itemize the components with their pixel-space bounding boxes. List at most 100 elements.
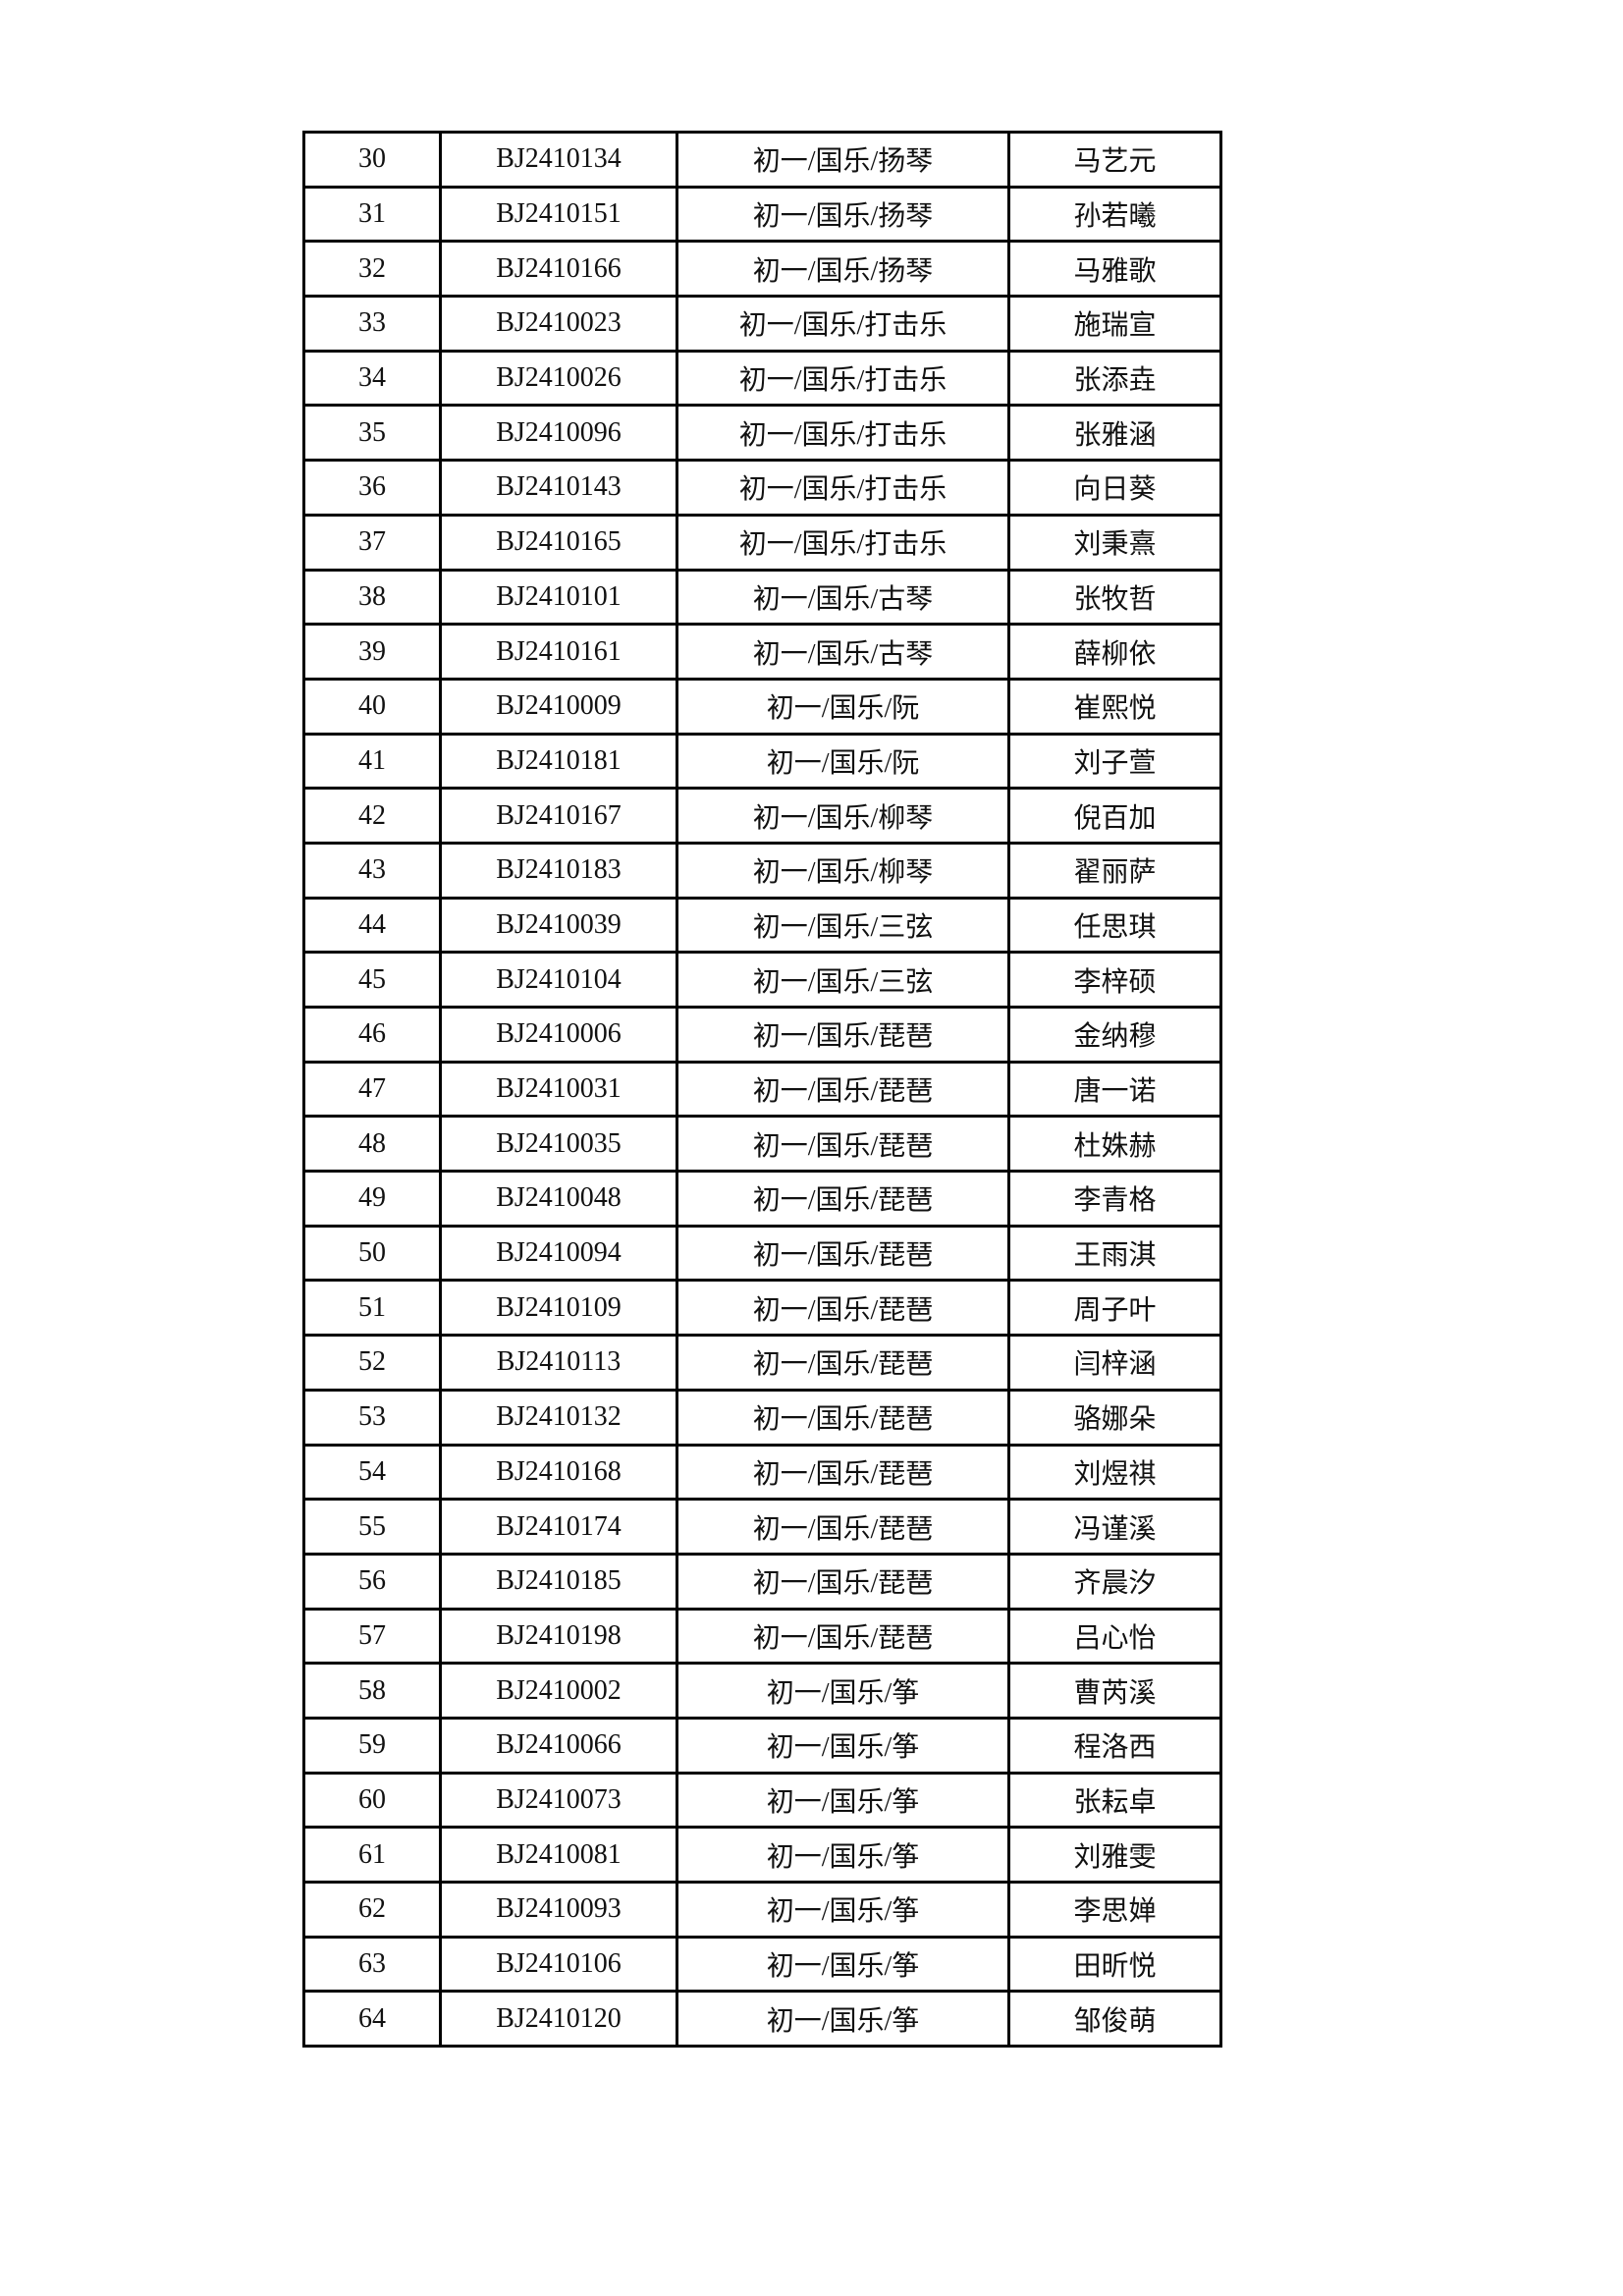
table-row: 45 BJ2410104 初一/国乐/三弦 李梓硕 — [302, 951, 1222, 1009]
student-id-cell: BJ2410151 — [439, 185, 678, 244]
row-number-cell: 54 — [302, 1443, 442, 1502]
table-row: 38 BJ2410101 初一/国乐/古琴 张牧哲 — [302, 568, 1222, 627]
student-id-cell: BJ2410120 — [439, 1990, 678, 2049]
category-cell: 初一/国乐/琵琶 — [676, 1060, 1010, 1119]
row-number-cell: 58 — [302, 1662, 442, 1720]
table-row: 34 BJ2410026 初一/国乐/打击乐 张添垚 — [302, 349, 1222, 408]
table-row: 64 BJ2410120 初一/国乐/筝 邹俊萌 — [302, 1990, 1222, 2049]
row-number-cell: 49 — [302, 1170, 442, 1228]
table-row: 52 BJ2410113 初一/国乐/琵琶 闫梓涵 — [302, 1334, 1222, 1392]
row-number-cell: 55 — [302, 1498, 442, 1556]
table-row: 50 BJ2410094 初一/国乐/琵琶 王雨淇 — [302, 1224, 1222, 1283]
table-row: 39 BJ2410161 初一/国乐/古琴 薛柳依 — [302, 623, 1222, 681]
table-row: 44 BJ2410039 初一/国乐/三弦 任思琪 — [302, 896, 1222, 955]
table-row: 59 BJ2410066 初一/国乐/筝 程洛西 — [302, 1716, 1222, 1775]
row-number-cell: 35 — [302, 404, 442, 463]
student-name-cell: 翟丽萨 — [1007, 841, 1222, 900]
student-id-cell: BJ2410183 — [439, 841, 678, 900]
student-name-cell: 邹俊萌 — [1007, 1990, 1222, 2049]
student-id-cell: BJ2410113 — [439, 1334, 678, 1392]
student-id-cell: BJ2410081 — [439, 1826, 678, 1884]
table-row: 61 BJ2410081 初一/国乐/筝 刘雅雯 — [302, 1826, 1222, 1884]
category-cell: 初一/国乐/打击乐 — [676, 404, 1010, 463]
student-id-cell: BJ2410174 — [439, 1498, 678, 1556]
student-name-cell: 刘雅雯 — [1007, 1826, 1222, 1884]
student-name-cell: 张耘卓 — [1007, 1771, 1222, 1830]
category-cell: 初一/国乐/琵琶 — [676, 1170, 1010, 1228]
student-name-cell: 刘煜祺 — [1007, 1443, 1222, 1502]
table-row: 60 BJ2410073 初一/国乐/筝 张耘卓 — [302, 1771, 1222, 1830]
student-id-cell: BJ2410031 — [439, 1060, 678, 1119]
table-row: 36 BJ2410143 初一/国乐/打击乐 向日葵 — [302, 459, 1222, 517]
table-row: 53 BJ2410132 初一/国乐/琵琶 骆娜朵 — [302, 1388, 1222, 1447]
student-name-cell: 田昕悦 — [1007, 1935, 1222, 1994]
student-name-cell: 施瑞宣 — [1007, 295, 1222, 353]
row-number-cell: 38 — [302, 568, 442, 627]
student-id-cell: BJ2410165 — [439, 513, 678, 572]
student-name-cell: 马雅歌 — [1007, 240, 1222, 299]
student-id-cell: BJ2410048 — [439, 1170, 678, 1228]
row-number-cell: 30 — [302, 131, 442, 189]
table-row: 47 BJ2410031 初一/国乐/琵琶 唐一诺 — [302, 1060, 1222, 1119]
student-name-cell: 冯谨溪 — [1007, 1498, 1222, 1556]
category-cell: 初一/国乐/扬琴 — [676, 240, 1010, 299]
category-cell: 初一/国乐/琵琶 — [676, 1607, 1010, 1666]
student-name-cell: 薛柳依 — [1007, 623, 1222, 681]
student-name-cell: 闫梓涵 — [1007, 1334, 1222, 1392]
table-row: 41 BJ2410181 初一/国乐/阮 刘子萱 — [302, 732, 1222, 791]
category-cell: 初一/国乐/打击乐 — [676, 459, 1010, 517]
table-row: 62 BJ2410093 初一/国乐/筝 李思婵 — [302, 1881, 1222, 1939]
row-number-cell: 62 — [302, 1881, 442, 1939]
category-cell: 初一/国乐/琵琶 — [676, 1279, 1010, 1338]
category-cell: 初一/国乐/琵琶 — [676, 1334, 1010, 1392]
category-cell: 初一/国乐/筝 — [676, 1771, 1010, 1830]
row-number-cell: 47 — [302, 1060, 442, 1119]
category-cell: 初一/国乐/筝 — [676, 1935, 1010, 1994]
row-number-cell: 53 — [302, 1388, 442, 1447]
row-number-cell: 42 — [302, 787, 442, 845]
student-name-cell: 张雅涵 — [1007, 404, 1222, 463]
row-number-cell: 40 — [302, 677, 442, 736]
table-row: 30 BJ2410134 初一/国乐/扬琴 马艺元 — [302, 131, 1222, 189]
category-cell: 初一/国乐/阮 — [676, 732, 1010, 791]
category-cell: 初一/国乐/三弦 — [676, 951, 1010, 1009]
row-number-cell: 45 — [302, 951, 442, 1009]
table-row: 33 BJ2410023 初一/国乐/打击乐 施瑞宣 — [302, 295, 1222, 353]
student-id-cell: BJ2410161 — [439, 623, 678, 681]
student-id-cell: BJ2410166 — [439, 240, 678, 299]
category-cell: 初一/国乐/柳琴 — [676, 787, 1010, 845]
student-id-cell: BJ2410073 — [439, 1771, 678, 1830]
table-row: 40 BJ2410009 初一/国乐/阮 崔熙悦 — [302, 677, 1222, 736]
student-id-cell: BJ2410009 — [439, 677, 678, 736]
category-cell: 初一/国乐/琵琶 — [676, 1552, 1010, 1611]
row-number-cell: 64 — [302, 1990, 442, 2049]
student-id-cell: BJ2410185 — [439, 1552, 678, 1611]
student-name-cell: 崔熙悦 — [1007, 677, 1222, 736]
row-number-cell: 34 — [302, 349, 442, 408]
student-id-cell: BJ2410023 — [439, 295, 678, 353]
student-name-cell: 孙若曦 — [1007, 185, 1222, 244]
category-cell: 初一/国乐/琵琶 — [676, 1443, 1010, 1502]
table-row: 63 BJ2410106 初一/国乐/筝 田昕悦 — [302, 1935, 1222, 1994]
student-name-cell: 张牧哲 — [1007, 568, 1222, 627]
table-row: 43 BJ2410183 初一/国乐/柳琴 翟丽萨 — [302, 841, 1222, 900]
category-cell: 初一/国乐/琵琶 — [676, 1498, 1010, 1556]
category-cell: 初一/国乐/阮 — [676, 677, 1010, 736]
row-number-cell: 41 — [302, 732, 442, 791]
student-name-cell: 李青格 — [1007, 1170, 1222, 1228]
row-number-cell: 59 — [302, 1716, 442, 1775]
category-cell: 初一/国乐/筝 — [676, 1990, 1010, 2049]
category-cell: 初一/国乐/柳琴 — [676, 841, 1010, 900]
row-number-cell: 63 — [302, 1935, 442, 1994]
category-cell: 初一/国乐/打击乐 — [676, 349, 1010, 408]
table-row: 55 BJ2410174 初一/国乐/琵琶 冯谨溪 — [302, 1498, 1222, 1556]
category-cell: 初一/国乐/琵琶 — [676, 1115, 1010, 1174]
table-row: 57 BJ2410198 初一/国乐/琵琶 吕心怡 — [302, 1607, 1222, 1666]
student-id-cell: BJ2410181 — [439, 732, 678, 791]
category-cell: 初一/国乐/筝 — [676, 1881, 1010, 1939]
table-row: 37 BJ2410165 初一/国乐/打击乐 刘秉熹 — [302, 513, 1222, 572]
table-row: 51 BJ2410109 初一/国乐/琵琶 周子叶 — [302, 1279, 1222, 1338]
row-number-cell: 46 — [302, 1006, 442, 1064]
student-id-cell: BJ2410106 — [439, 1935, 678, 1994]
row-number-cell: 33 — [302, 295, 442, 353]
